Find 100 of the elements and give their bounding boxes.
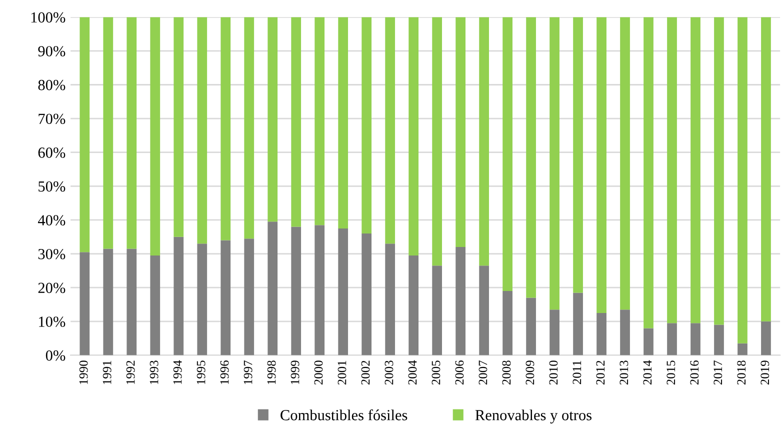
x-tick-label: 2016 <box>690 360 699 385</box>
bar <box>244 17 254 239</box>
bar <box>150 255 160 356</box>
y-tick-label: 100% <box>31 12 66 23</box>
legend-label: Renovables y otros <box>475 410 592 424</box>
x-tick-label: 2018 <box>737 360 746 385</box>
x-tick-label: 2014 <box>643 360 652 385</box>
x-tick-label: 2015 <box>666 360 676 385</box>
x-tick-label: 2006 <box>455 360 464 385</box>
bar <box>80 17 90 252</box>
bar <box>385 244 396 356</box>
bar <box>620 310 630 356</box>
bar <box>690 17 700 324</box>
x-tick-label: 2004 <box>408 360 417 385</box>
bar <box>314 17 325 226</box>
x-tick-label: 2002 <box>361 360 370 385</box>
y-tick-label: 50% <box>38 181 66 192</box>
bar <box>385 17 396 244</box>
x-tick-label: 2003 <box>384 360 394 385</box>
bar <box>596 312 606 356</box>
bar <box>197 244 208 356</box>
bar <box>479 17 489 266</box>
y-tick-label: 40% <box>38 215 66 226</box>
bar <box>291 226 302 356</box>
bar <box>338 17 348 228</box>
y-tick-label: 70% <box>38 114 66 124</box>
bar <box>268 17 278 222</box>
legend-label: Combustibles fósiles <box>280 409 408 420</box>
y-tick-label: 60% <box>38 148 66 158</box>
bar <box>502 290 512 356</box>
bar <box>761 321 771 356</box>
bar <box>174 236 184 356</box>
bar <box>220 240 231 356</box>
bar <box>408 17 419 256</box>
x-tick-label: 1994 <box>173 360 182 384</box>
bar <box>761 17 771 322</box>
bar <box>456 247 466 356</box>
bar <box>644 328 654 356</box>
x-tick-label: 2008 <box>502 360 511 385</box>
bar <box>738 17 748 344</box>
bar <box>432 266 442 356</box>
x-tick-label: 1995 <box>196 360 206 384</box>
x-tick-label: 2013 <box>620 360 628 385</box>
bar <box>220 17 231 240</box>
x-tick-label: 2007 <box>478 360 488 385</box>
x-tick-label: 2012 <box>596 360 605 385</box>
x-tick-label: 2010 <box>549 360 558 385</box>
bar <box>174 17 184 237</box>
x-tick-label: 2017 <box>714 360 722 385</box>
bar <box>526 298 536 356</box>
bar <box>291 17 302 227</box>
bar <box>268 222 278 356</box>
x-tick-label: 2005 <box>432 360 440 385</box>
bar <box>126 17 137 249</box>
bar <box>150 17 160 256</box>
bar <box>714 17 724 325</box>
y-tick-label: 10% <box>39 316 66 327</box>
y-tick-label: 0% <box>46 350 66 361</box>
x-tick-label: 1997 <box>244 360 252 384</box>
bar <box>80 252 90 356</box>
bar <box>738 343 748 356</box>
bar <box>103 17 114 249</box>
x-tick-label: 2000 <box>314 360 323 385</box>
bar <box>690 323 700 356</box>
bar <box>596 17 606 313</box>
bar <box>644 17 654 328</box>
bar <box>338 228 348 356</box>
bar <box>314 225 325 356</box>
x-tick-label: 2019 <box>760 360 770 385</box>
y-tick-label: 20% <box>38 282 66 294</box>
bar <box>432 17 442 266</box>
bar <box>714 324 724 356</box>
y-tick-label: 30% <box>38 248 66 260</box>
bar <box>573 17 583 293</box>
bar <box>408 255 419 356</box>
x-tick-label: 1992 <box>126 360 135 384</box>
bar <box>197 17 208 244</box>
x-tick-label: 1999 <box>290 360 300 384</box>
bar <box>479 266 489 356</box>
x-tick-label: 1990 <box>79 360 88 384</box>
bar <box>550 310 560 356</box>
x-tick-label: 2009 <box>526 360 534 385</box>
x-tick-label: 1996 <box>220 360 229 384</box>
bar <box>502 17 512 291</box>
bar <box>362 234 372 356</box>
bar <box>667 323 677 356</box>
bar <box>456 17 466 248</box>
x-tick-label: 2001 <box>338 360 346 385</box>
x-tick-label: 1993 <box>150 360 158 384</box>
bar <box>103 248 114 356</box>
bar <box>526 17 536 298</box>
x-tick-label: 2011 <box>572 360 582 384</box>
bar <box>620 17 630 310</box>
y-tick-label: 90% <box>38 46 66 56</box>
bar <box>573 292 583 356</box>
bar <box>126 248 137 356</box>
x-tick-label: 1991 <box>102 360 112 384</box>
x-tick-label: 1998 <box>267 360 276 384</box>
bar <box>550 17 560 310</box>
bar <box>244 238 254 356</box>
